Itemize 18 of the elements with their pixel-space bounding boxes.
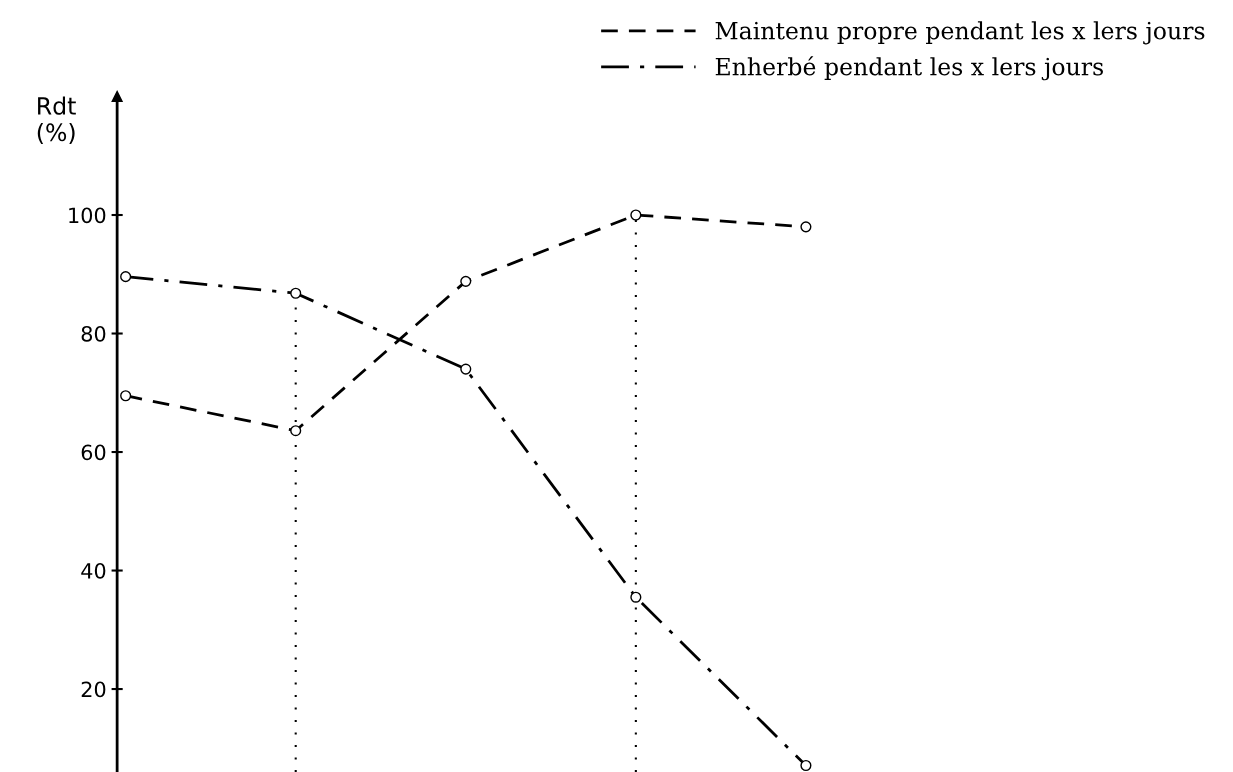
legend-label: Enherbé pendant les x lers jours — [715, 56, 1103, 81]
point — [460, 363, 472, 375]
point — [290, 287, 302, 299]
y-tick-label: 100 — [69, 207, 106, 224]
point — [800, 759, 812, 772]
point — [120, 390, 132, 402]
y-tick-label: 80 — [81, 325, 106, 342]
legend-label: Maintenu propre pendant les x lers jours — [715, 21, 1205, 45]
y-axis-title: Rdt (%) — [37, 96, 76, 144]
point — [630, 209, 642, 221]
point — [630, 591, 642, 603]
y-tick-label: 60 — [81, 444, 106, 461]
point — [290, 425, 302, 437]
y-tick-label: 40 — [81, 562, 106, 579]
point — [460, 275, 472, 287]
point — [800, 221, 812, 233]
y-tick-label: 20 — [81, 681, 106, 698]
point — [120, 271, 132, 283]
